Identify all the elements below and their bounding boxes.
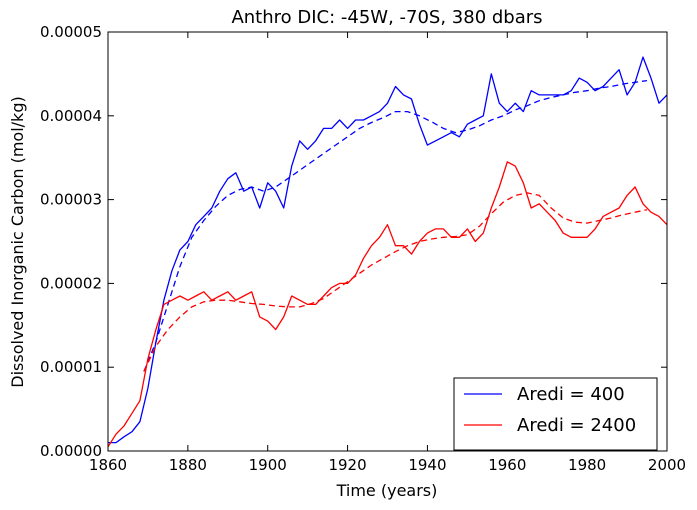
legend: Aredi = 400 Aredi = 2400 xyxy=(453,377,658,451)
chart-title: Anthro DIC: -45W, -70S, 380 dbars xyxy=(231,7,542,28)
x-tick-label: 1880 xyxy=(169,456,207,474)
x-tick-label: 1900 xyxy=(249,456,287,474)
legend-label: Aredi = 400 xyxy=(517,384,625,405)
x-tick-label: 2000 xyxy=(648,456,686,474)
series-line-2 xyxy=(107,161,668,448)
y-tick-label: 0.00000 xyxy=(40,442,102,460)
axes-layer: 1860 1880 1900 1920 1940 1960 1980 2000 0.00000 0… xyxy=(40,23,686,474)
x-tick-label: 1940 xyxy=(408,456,446,474)
y-axis-title: Dissolved Inorganic Carbon (mol/kg) xyxy=(8,96,27,387)
series-line-1 xyxy=(143,79,648,372)
y-tick-label: 0.00005 xyxy=(40,23,102,41)
legend-box xyxy=(453,377,658,451)
x-axis-title: Time (years) xyxy=(336,481,438,500)
y-tick-label: 0.00002 xyxy=(40,274,102,292)
legend-label: Aredi = 2400 xyxy=(517,415,636,436)
x-tick-label: 1860 xyxy=(89,456,127,474)
series-layer xyxy=(107,56,668,448)
series-line-3 xyxy=(143,192,648,372)
y-tick-label: 0.00004 xyxy=(40,107,102,125)
y-tick-label: 0.00003 xyxy=(40,191,102,209)
plot-frame xyxy=(107,31,668,452)
x-tick-label: 1920 xyxy=(328,456,366,474)
x-tick-label: 1960 xyxy=(488,456,526,474)
series-line-0 xyxy=(108,56,668,444)
x-tick-label: 1980 xyxy=(568,456,606,474)
y-tick-label: 0.00001 xyxy=(40,358,102,376)
